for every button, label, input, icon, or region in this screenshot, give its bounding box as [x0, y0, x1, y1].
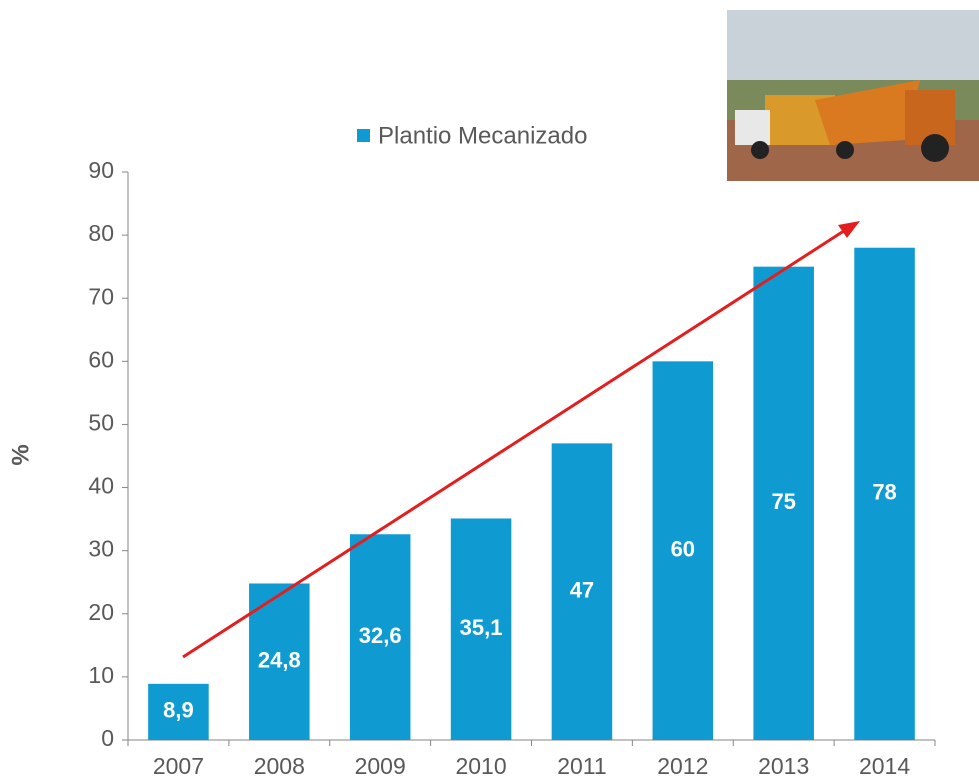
x-tick-label: 2014 — [859, 753, 910, 779]
value-label: 35,1 — [460, 615, 503, 640]
y-tick-label: 30 — [88, 536, 114, 562]
bar — [652, 361, 714, 740]
bar — [753, 266, 814, 740]
y-axis-label: % — [7, 444, 34, 465]
value-label: 47 — [570, 578, 594, 603]
bar — [349, 534, 411, 740]
y-tick-label: 70 — [88, 283, 114, 309]
x-tick-label: 2010 — [455, 753, 506, 779]
photo — [727, 10, 979, 181]
y-tick-label: 90 — [88, 157, 114, 183]
x-tick-label: 2009 — [355, 753, 406, 779]
y-tick-label: 60 — [88, 346, 114, 372]
x-tick-label: 2011 — [557, 753, 606, 779]
y-tick-label: 20 — [88, 599, 114, 625]
bar — [854, 247, 915, 740]
trend-arrow — [182, 225, 851, 659]
value-label: 8,9 — [163, 698, 194, 723]
value-label: 60 — [671, 536, 695, 561]
y-tick-label: 40 — [88, 473, 114, 499]
legend-swatch — [357, 129, 370, 142]
y-tick-label: 80 — [88, 220, 114, 246]
x-tick-label: 2013 — [758, 753, 809, 779]
value-label: 24,8 — [258, 648, 301, 673]
value-label: 32,6 — [359, 623, 402, 648]
y-tick-label: 10 — [88, 662, 114, 688]
bar — [551, 443, 613, 740]
value-label: 78 — [872, 480, 896, 505]
x-tick-label: 2007 — [153, 753, 204, 779]
bar — [450, 518, 512, 740]
legend-label: Plantio Mecanizado — [378, 122, 587, 149]
x-tick-label: 2012 — [657, 753, 708, 779]
bar — [148, 683, 209, 740]
trend-arrow-head — [838, 221, 860, 238]
value-label: 75 — [771, 489, 795, 514]
y-tick-label: 50 — [88, 410, 114, 436]
y-tick-label: 0 — [101, 725, 114, 751]
x-tick-label: 2008 — [254, 753, 305, 779]
